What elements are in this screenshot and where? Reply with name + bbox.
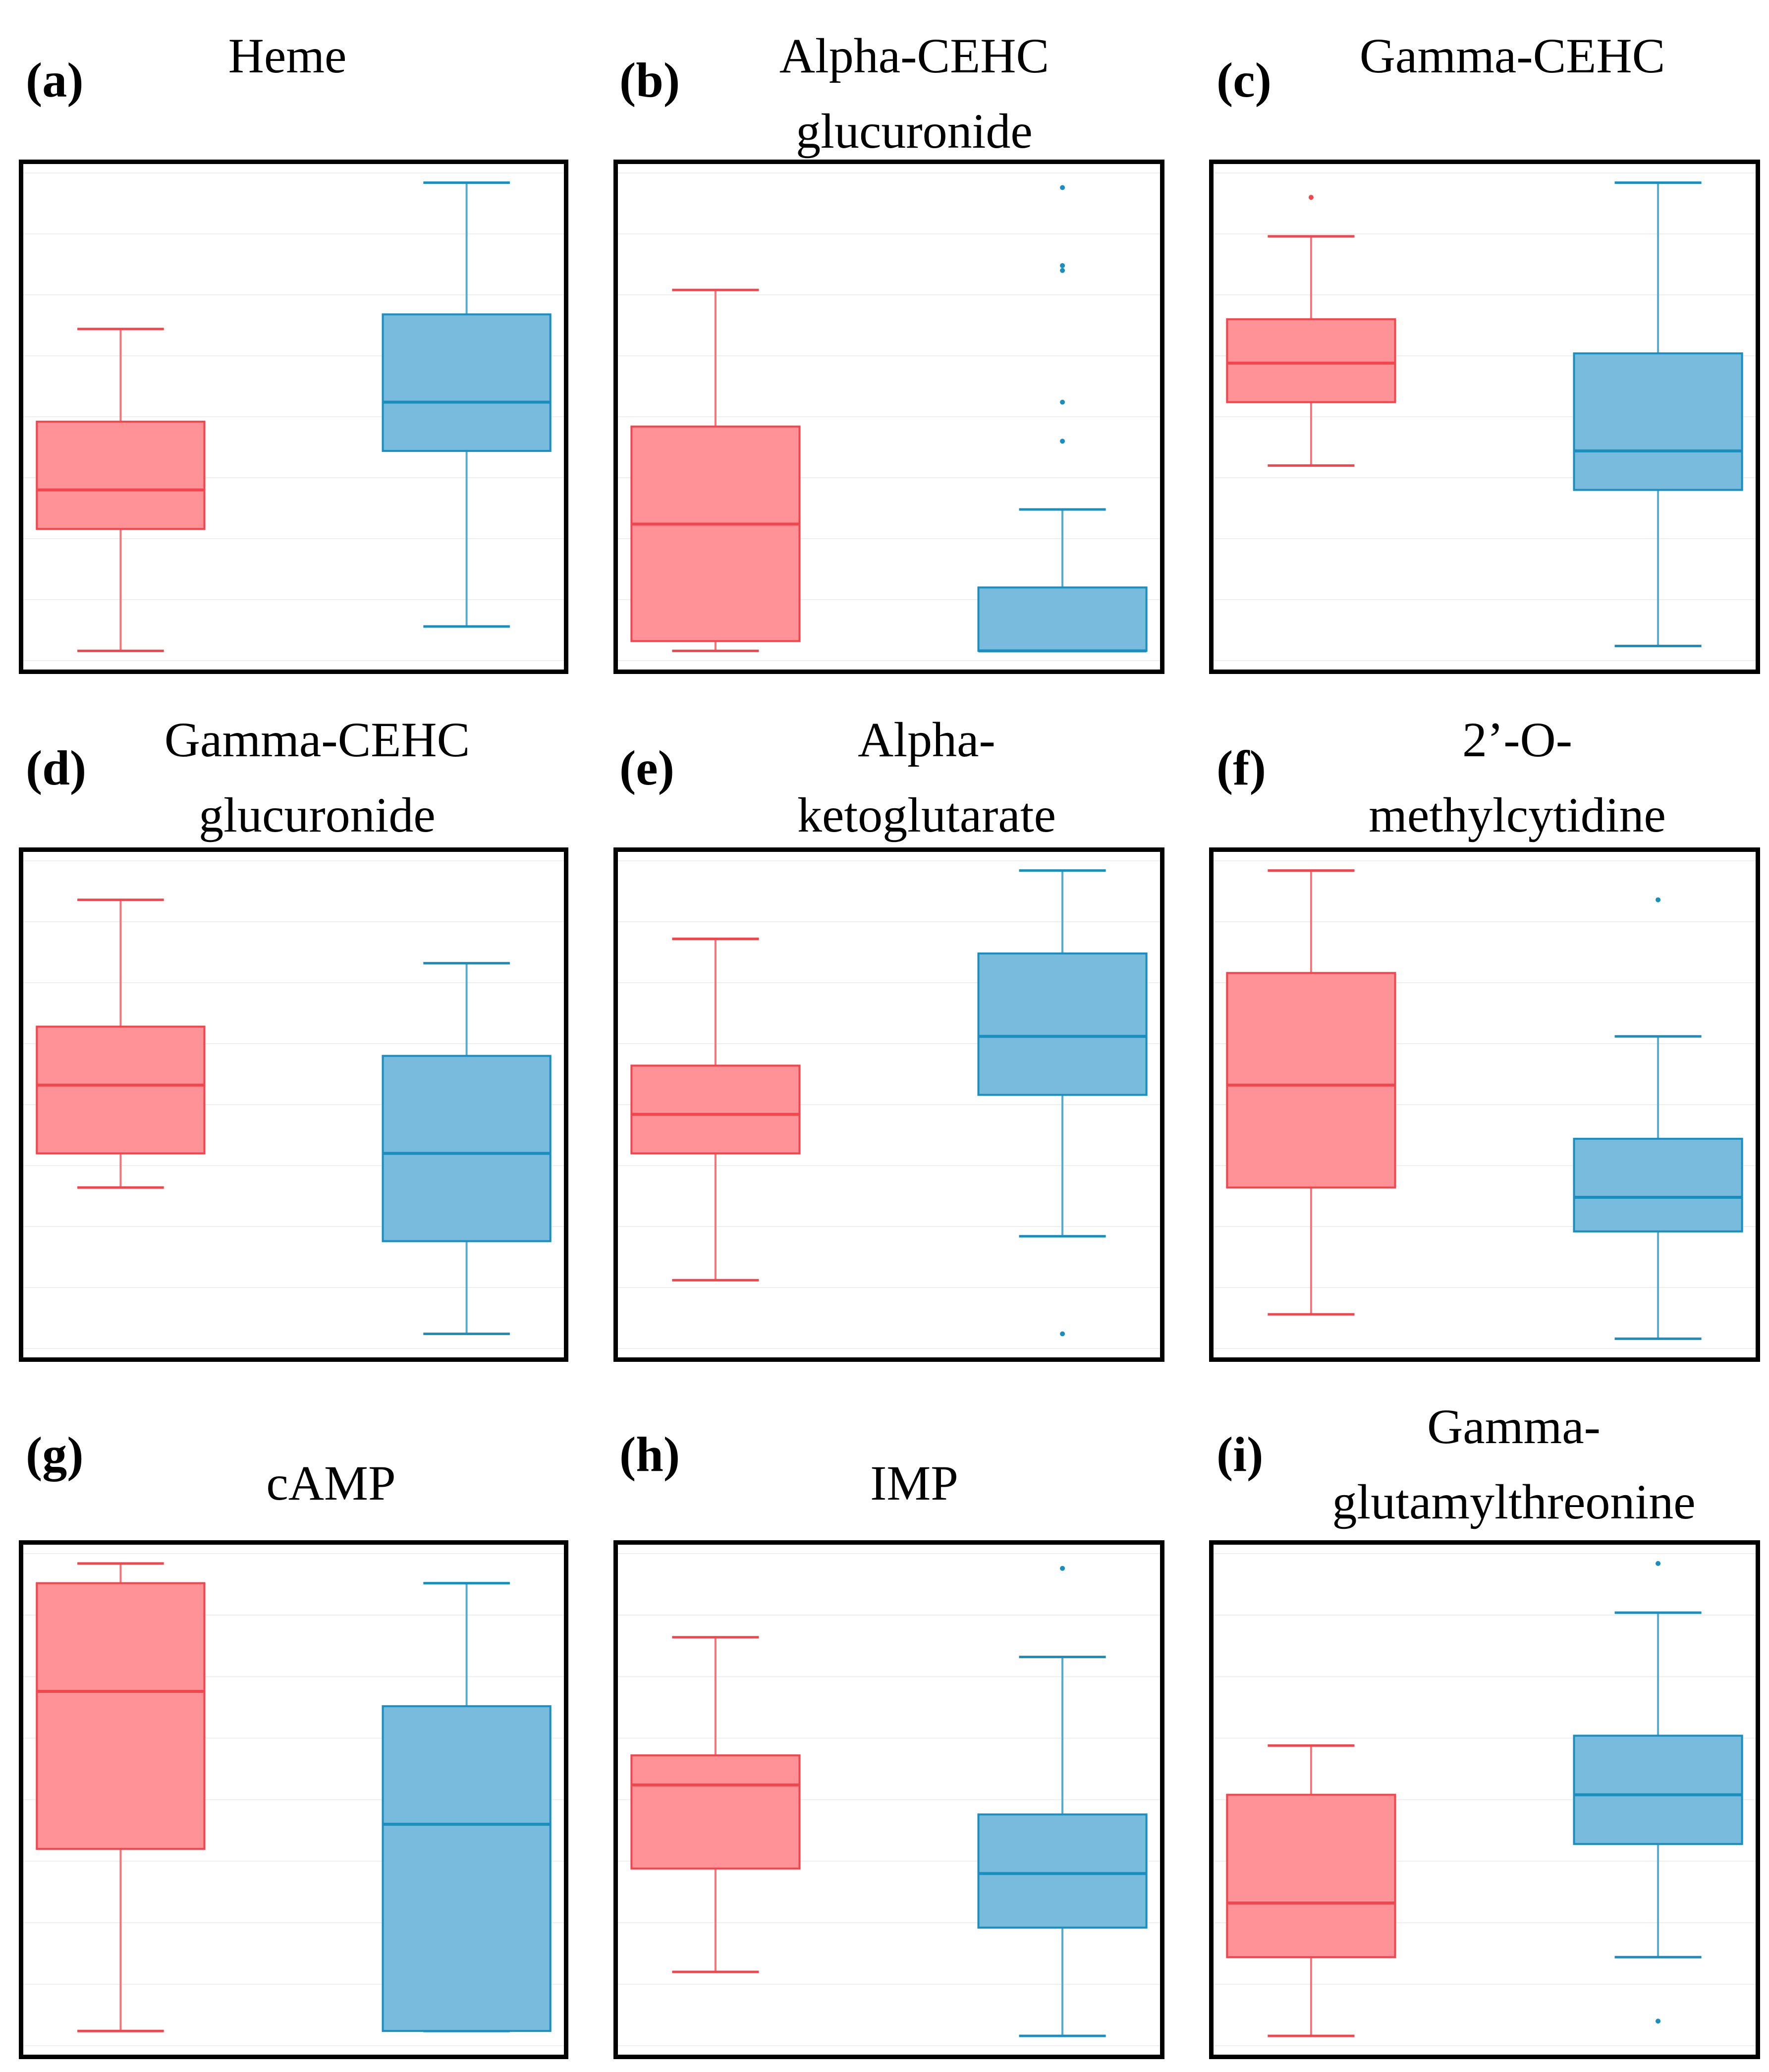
box-group-1: [36, 1562, 206, 2032]
iqr-box: [977, 586, 1148, 652]
panel-title-line: cAMP: [266, 1456, 396, 1511]
iqr-box: [1226, 972, 1396, 1189]
panel-letter: (e): [619, 740, 674, 795]
outlier-point: [1060, 268, 1065, 273]
box-group-2: [1573, 897, 1743, 1340]
outlier-point: [1656, 1561, 1661, 1566]
iqr-box: [630, 1064, 801, 1155]
panel-title-line: IMP: [870, 1456, 958, 1511]
panel-title-line: Alpha-: [858, 712, 995, 767]
box-group-2: [1573, 181, 1743, 647]
outlier-point: [1060, 1566, 1065, 1571]
iqr-box: [630, 1754, 801, 1870]
panel-title-line: Gamma-CEHC: [164, 712, 470, 767]
iqr-box: [977, 952, 1148, 1096]
panel-letter: (h): [619, 1427, 680, 1482]
box-group-1: [630, 937, 801, 1282]
outlier-point: [1060, 439, 1065, 444]
iqr-box: [36, 420, 206, 530]
outlier-point: [1060, 399, 1065, 405]
boxplot-svg: [23, 172, 564, 661]
panel-title-line: Alpha-CEHC: [779, 28, 1050, 83]
outlier-point: [1060, 1331, 1065, 1337]
panel-title-line: glucuronide: [796, 104, 1033, 159]
iqr-box: [1226, 1793, 1396, 1959]
boxplot-svg: [23, 1553, 564, 2046]
panel-letter: (d): [26, 740, 87, 795]
plot-area: [613, 847, 1164, 1362]
panel-title-line: Heme: [228, 28, 347, 83]
box-group-2: [977, 869, 1148, 1337]
iqr-box: [382, 1055, 552, 1242]
boxplot-svg: [618, 860, 1160, 1349]
panel-letter: (a): [26, 53, 84, 108]
box-group-2: [1573, 1561, 1743, 2024]
plot-area: [1209, 160, 1760, 674]
boxplot-svg: [1214, 860, 1756, 1349]
plot-area: [19, 160, 568, 674]
plot-area: [19, 1540, 568, 2059]
box-group-1: [36, 328, 206, 652]
iqr-box: [382, 1705, 552, 2032]
box-group-1: [1226, 195, 1396, 467]
iqr-box: [36, 1025, 206, 1155]
outlier-point: [1060, 185, 1065, 190]
boxplot-svg: [618, 1553, 1160, 2046]
box-group-1: [1226, 869, 1396, 1316]
box-group-1: [630, 288, 801, 652]
iqr-box: [1573, 1137, 1743, 1232]
panel-letter: (g): [26, 1427, 84, 1482]
box-group-1: [630, 1636, 801, 1973]
plot-area: [613, 1540, 1164, 2059]
iqr-box: [36, 1582, 206, 1850]
boxplot-svg: [1214, 172, 1756, 661]
iqr-box: [630, 425, 801, 642]
plot-area: [1209, 1540, 1760, 2059]
boxplot-svg: [1214, 1553, 1756, 2046]
box-group-2: [977, 1566, 1148, 2037]
box-group-1: [1226, 1744, 1396, 2037]
outlier-point: [1060, 263, 1065, 268]
iqr-box: [1573, 352, 1743, 491]
boxplot-svg: [23, 860, 564, 1349]
iqr-box: [977, 1813, 1148, 1929]
outlier-point: [1308, 195, 1314, 200]
box-group-2: [382, 181, 552, 628]
box-group-2: [977, 185, 1148, 653]
panel-letter: (c): [1216, 53, 1271, 108]
iqr-box: [1573, 1735, 1743, 1845]
outlier-point: [1656, 2018, 1661, 2024]
panel-letter: (i): [1216, 1427, 1264, 1482]
iqr-box: [382, 313, 552, 452]
panel-letter: (b): [619, 53, 680, 108]
panel-title-line: glutamylthreonine: [1332, 1474, 1696, 1529]
box-group-2: [382, 1582, 552, 2032]
panel-title-line: 2’-O-: [1462, 712, 1573, 767]
panel-title-line: ketoglutarate: [797, 787, 1056, 842]
outlier-point: [1656, 897, 1661, 902]
boxplot-svg: [618, 172, 1160, 661]
panel-letter: (f): [1216, 740, 1266, 795]
panel-title-line: glucuronide: [199, 787, 436, 842]
plot-area: [613, 160, 1164, 674]
plot-area: [1209, 847, 1760, 1362]
panel-title-line: Gamma-CEHC: [1359, 28, 1665, 83]
iqr-box: [1226, 318, 1396, 403]
box-group-1: [36, 898, 206, 1189]
plot-area: [19, 847, 568, 1362]
panel-title-line: Gamma-: [1427, 1399, 1601, 1454]
panel-title-line: methylcytidine: [1369, 787, 1666, 842]
box-group-2: [382, 962, 552, 1335]
